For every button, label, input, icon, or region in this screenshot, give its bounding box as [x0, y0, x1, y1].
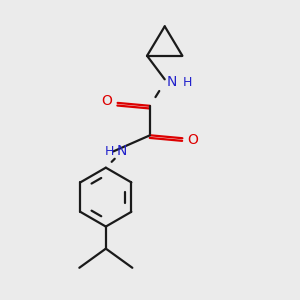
Text: O: O	[188, 133, 199, 147]
Text: O: O	[101, 94, 112, 108]
Text: H: H	[104, 145, 114, 158]
Text: N: N	[167, 75, 178, 89]
Text: N: N	[116, 145, 127, 158]
Text: H: H	[183, 76, 192, 89]
